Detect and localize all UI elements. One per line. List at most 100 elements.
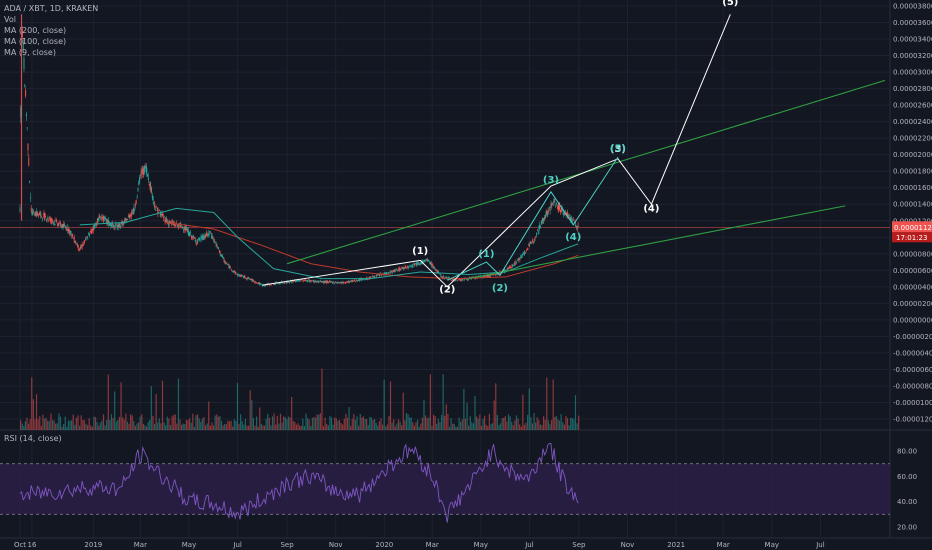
rsi-legend[interactable]: RSI (14, close) — [4, 434, 62, 443]
candle-body — [202, 235, 204, 240]
candle-body — [545, 211, 547, 215]
candle-body — [55, 220, 57, 222]
volume-bar — [530, 417, 532, 430]
candle-body — [241, 274, 243, 277]
candle-body — [166, 218, 168, 222]
candle-body — [505, 270, 507, 271]
candle-body — [94, 225, 96, 229]
volume-bar — [209, 425, 211, 430]
candle-body — [180, 224, 182, 227]
candle-body — [346, 281, 348, 283]
candle-body — [273, 283, 275, 285]
volume-bar — [420, 423, 422, 430]
candle-body — [510, 267, 512, 268]
candle-body — [163, 216, 165, 218]
volume-bar — [257, 426, 259, 430]
y-tick-label: -0.00000400 — [893, 349, 932, 357]
candle-body — [277, 283, 279, 284]
candle-body — [235, 272, 237, 274]
candle-body — [539, 223, 541, 229]
volume-bar — [208, 401, 210, 430]
candle-body — [485, 276, 487, 277]
candle-body — [253, 281, 255, 283]
volume-bar — [98, 425, 100, 430]
volume-bar — [193, 426, 195, 430]
y-tick-label: -0.00000200 — [893, 333, 932, 341]
wave-projection-line — [262, 14, 731, 288]
volume-bar — [185, 420, 188, 430]
wave-label: (2) — [439, 285, 455, 296]
candle-body — [146, 168, 148, 175]
candle-body — [372, 276, 374, 278]
candle-body — [58, 224, 60, 226]
candle-body — [200, 236, 202, 238]
candle-body — [281, 282, 283, 284]
candle-body — [295, 281, 297, 282]
wave-label: (4) — [643, 204, 659, 215]
volume-bar — [122, 417, 124, 430]
candle-body — [548, 206, 550, 208]
volume-bar — [149, 420, 151, 430]
candle-body — [286, 281, 288, 284]
candle-body — [364, 279, 366, 280]
candle-body — [400, 269, 402, 270]
candle-body — [530, 242, 532, 244]
indicator-ma100[interactable]: MA (100, close) — [4, 37, 67, 46]
indicator-ma9[interactable]: MA (9, close) — [4, 48, 56, 57]
candle-body — [251, 279, 253, 282]
candle-body — [212, 236, 214, 239]
volume-bar — [158, 418, 160, 430]
volume-bar — [179, 419, 181, 430]
volume-bar — [477, 418, 479, 430]
candle-body — [216, 244, 218, 246]
candle-body — [211, 235, 213, 239]
candle-body — [106, 219, 108, 223]
candle-body — [131, 211, 133, 216]
candle-body — [86, 236, 88, 238]
volume-bar — [265, 419, 267, 430]
volume-bar — [200, 421, 202, 430]
candle-body — [412, 266, 414, 267]
candle-body — [143, 165, 145, 173]
volume-bar — [491, 423, 494, 430]
volume-bar — [155, 394, 157, 430]
candle-body — [81, 244, 83, 248]
volume-bar — [525, 422, 527, 430]
candle-body — [76, 243, 78, 245]
candle-body — [56, 223, 58, 226]
volume-bar — [64, 416, 66, 430]
volume-bar — [195, 415, 197, 430]
volume-bar — [104, 425, 106, 430]
candle-body — [178, 223, 180, 225]
candle-body — [163, 216, 165, 219]
candle-body — [111, 223, 113, 225]
candle-body — [102, 215, 104, 221]
symbol-title[interactable]: ADA / XBT, 1D, KRAKEN — [4, 4, 99, 13]
candle-body — [181, 226, 183, 229]
candle-body — [151, 187, 153, 193]
candle-body — [175, 222, 177, 224]
candle-body — [136, 196, 138, 198]
indicator-ma200[interactable]: MA (200, close) — [4, 26, 67, 35]
chart-legend: ADA / XBT, 1D, KRAKEN Vol MA (200, close… — [4, 3, 98, 58]
volume-bar — [53, 420, 55, 430]
volume-bar — [576, 423, 578, 430]
x-tick-label: Jul — [815, 541, 825, 549]
volume-bar — [316, 414, 318, 430]
candle-body — [185, 228, 187, 232]
candle-body — [465, 278, 467, 280]
candle-body — [344, 282, 346, 284]
volume-bar — [201, 418, 203, 430]
candle-body — [130, 214, 132, 216]
volume-bar — [448, 426, 451, 430]
y-tick-label: 0.00003800 — [893, 3, 932, 11]
candle-body — [442, 276, 444, 278]
candle-body — [221, 254, 223, 257]
volume-bar — [483, 415, 486, 430]
candle-body — [492, 273, 494, 276]
y-tick-label: 0.00000000 — [893, 316, 932, 324]
candle-body — [577, 225, 579, 228]
candle-body — [65, 227, 67, 231]
indicator-vol[interactable]: Vol — [4, 15, 16, 24]
